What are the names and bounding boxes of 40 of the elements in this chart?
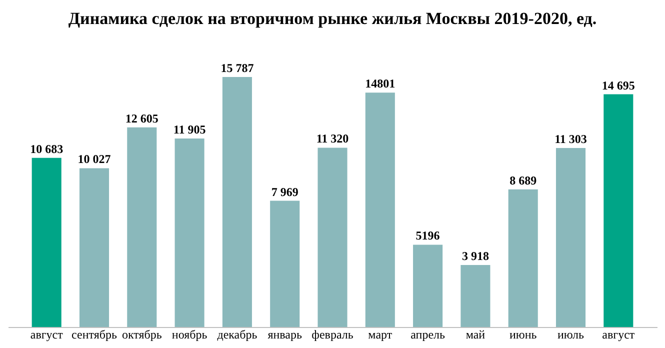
x-tick-label: декабрь: [217, 328, 258, 342]
bar: [222, 77, 252, 327]
x-tick-label: июнь: [509, 328, 538, 342]
data-label: 5196: [416, 228, 440, 243]
data-label: 8 689: [510, 173, 537, 188]
x-tick-label: август: [30, 328, 64, 342]
data-label: 10 683: [30, 142, 64, 156]
x-tick-label: февраль: [312, 328, 354, 342]
bar: [79, 168, 110, 327]
x-tick-label: март: [368, 328, 393, 342]
data-label: 10 027: [78, 152, 111, 166]
bar: [556, 148, 586, 327]
data-label: 14 695: [602, 78, 635, 92]
bar: [32, 158, 62, 327]
x-tick-label: май: [466, 328, 486, 342]
x-tick-label: август: [602, 328, 636, 342]
x-tick-label: сентябрь: [72, 328, 118, 342]
data-label: 14801: [365, 76, 396, 91]
bar: [270, 200, 300, 327]
x-tick-label: январь: [268, 328, 302, 342]
bar: [127, 127, 157, 327]
bar: [318, 148, 348, 327]
x-tick-label: октябрь: [122, 328, 162, 342]
data-label: 15 787: [220, 61, 254, 75]
data-label: 11 905: [173, 122, 206, 136]
bar: [604, 94, 634, 327]
data-label: 11 303: [554, 132, 587, 146]
bar: [508, 189, 538, 327]
chart-title: Динамика сделок на вторичном рынке жилья Москвы 2019-2020, ед.: [68, 9, 597, 28]
x-tick-label: апрель: [410, 328, 446, 342]
data-label: 7 969: [271, 184, 298, 199]
bar: [413, 244, 443, 327]
bar: [174, 138, 204, 327]
data-label: 11 320: [316, 132, 349, 146]
bar: [460, 264, 490, 327]
data-label: 12 605: [125, 111, 158, 126]
x-tick-label: июль: [557, 328, 585, 342]
x-tick-label: ноябрь: [172, 328, 208, 342]
bar: [365, 92, 395, 327]
data-label: 3 918: [462, 248, 489, 263]
